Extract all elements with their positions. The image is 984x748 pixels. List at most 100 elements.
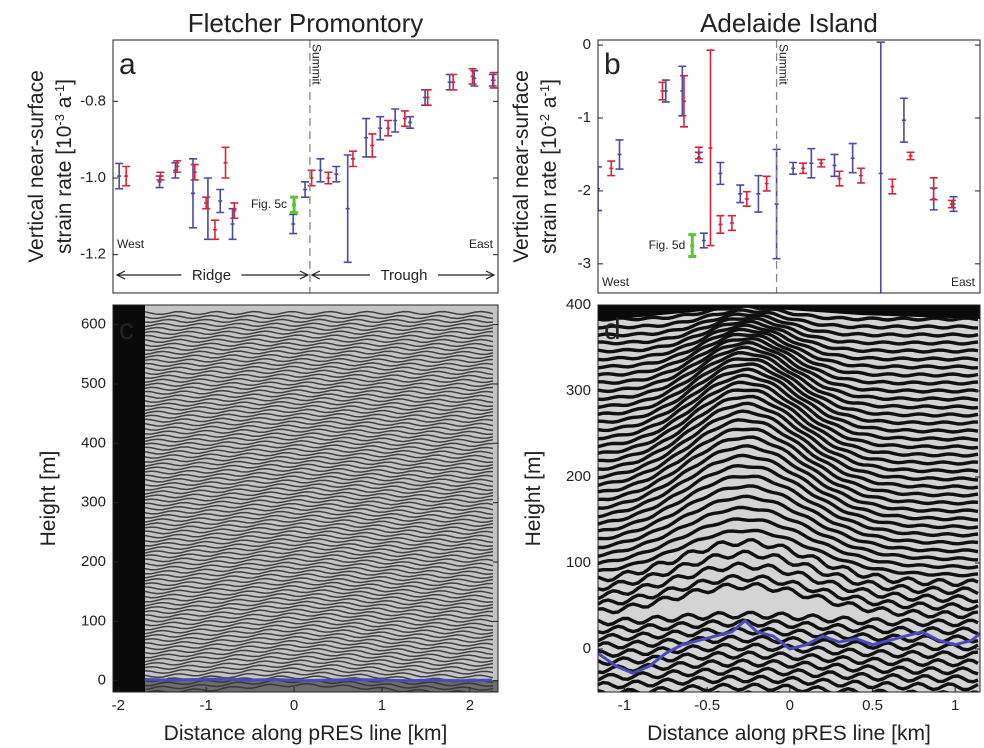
radar-layer (598, 444, 979, 514)
radar-layer (598, 362, 978, 426)
radar-layer (598, 463, 979, 530)
error-bar (210, 219, 219, 241)
radar-layer (598, 409, 979, 482)
y-tick-label: 400 (81, 434, 106, 451)
y-tick-label: 200 (566, 468, 591, 485)
y-axis-label-part: ] (53, 79, 76, 85)
radar-layer (598, 484, 979, 546)
radar-layer (144, 397, 494, 404)
radar-layer (144, 428, 494, 436)
x-tick-label: 2 (466, 697, 474, 714)
error-bar (661, 79, 670, 103)
radar-layer (144, 467, 494, 475)
error-bar (122, 165, 131, 187)
east-label: East (951, 275, 976, 289)
radar-layer (144, 365, 494, 372)
radar-layer (598, 626, 979, 644)
x-tick-label: -2 (112, 697, 125, 714)
radar-layer (144, 569, 494, 580)
error-bar (694, 146, 703, 160)
panel-frame (112, 304, 499, 693)
radar-layer (144, 573, 494, 583)
error-bar (876, 41, 885, 293)
radar-layer (144, 549, 494, 559)
east-label: East (469, 237, 494, 251)
radar-layer (144, 436, 494, 443)
radar-layer (598, 332, 979, 378)
radar-layer (144, 522, 494, 531)
radar-layer (598, 581, 979, 620)
radar-layer (144, 545, 494, 555)
radar-layer (144, 440, 494, 447)
y-tick-label: 100 (566, 554, 591, 571)
y-tick-label: 600 (81, 316, 106, 333)
radar-layer (598, 380, 979, 450)
y-axis-label: strain rate [10-2 a-1] (537, 79, 562, 254)
error-bar (290, 195, 299, 214)
error-bar (789, 161, 798, 175)
radar-layer (144, 671, 494, 684)
radar-layer (144, 514, 494, 524)
y-axis-label-part: a (538, 96, 561, 114)
y-tick-label: 100 (81, 612, 106, 629)
radar-layer (144, 585, 494, 595)
error-bar (489, 71, 498, 89)
radar-layer (144, 494, 494, 503)
error-bar (348, 150, 357, 168)
error-bar (400, 110, 409, 128)
error-bar (307, 169, 316, 187)
panel-letter: c (119, 313, 134, 346)
radar-layer (144, 635, 494, 647)
radar-layer (144, 451, 494, 460)
error-bar (362, 117, 371, 158)
radar-layer (598, 435, 979, 506)
error-bar (216, 188, 225, 214)
error-bar (817, 158, 826, 168)
y-axis-label-part: -2 (537, 114, 552, 126)
radar-layer (144, 534, 494, 544)
y-tick-label: -1.2 (80, 246, 106, 263)
error-bar (762, 175, 771, 192)
error-bar (406, 115, 415, 129)
y-tick-label: -3 (578, 255, 591, 272)
radar-layer (144, 455, 494, 464)
radar-layer (144, 416, 494, 424)
radar-layer (144, 667, 494, 679)
radar-layer (598, 373, 979, 442)
radar-layer (144, 322, 494, 328)
radar-layer (144, 557, 494, 567)
radargram-mask (113, 305, 145, 692)
radar-layer (144, 510, 494, 520)
panel-letter: a (119, 48, 136, 81)
radar-layer (598, 357, 979, 418)
panel-title: Fletcher Promontory (188, 8, 424, 38)
radar-layer (145, 565, 494, 576)
radar-layer (144, 498, 494, 507)
error-bar (799, 162, 808, 175)
radar-layer (598, 388, 979, 458)
radar-layer (598, 367, 979, 434)
radar-layer (144, 526, 494, 535)
radar-layer (144, 608, 494, 619)
error-bar (929, 177, 938, 201)
radar-layer (144, 330, 494, 336)
error-bar (316, 158, 325, 183)
radar-layer (144, 342, 494, 348)
plot-area (598, 305, 980, 692)
radar-layer (144, 424, 494, 432)
radar-layer (598, 350, 979, 410)
error-bar (716, 161, 725, 186)
x-tick-label: -0.5 (694, 697, 720, 714)
radar-layer (144, 479, 494, 488)
x-tick-label: 0 (290, 697, 298, 714)
radar-layer (598, 634, 979, 652)
error-bar (171, 161, 180, 179)
error-bar (289, 213, 298, 235)
plot-area (598, 41, 958, 293)
radar-layer (144, 334, 494, 340)
radar-layer (598, 319, 979, 354)
x-tick-label: 0.5 (862, 697, 883, 714)
error-bar (688, 233, 697, 259)
y-tick-label: -2 (578, 182, 591, 199)
radar-layer (144, 338, 494, 344)
